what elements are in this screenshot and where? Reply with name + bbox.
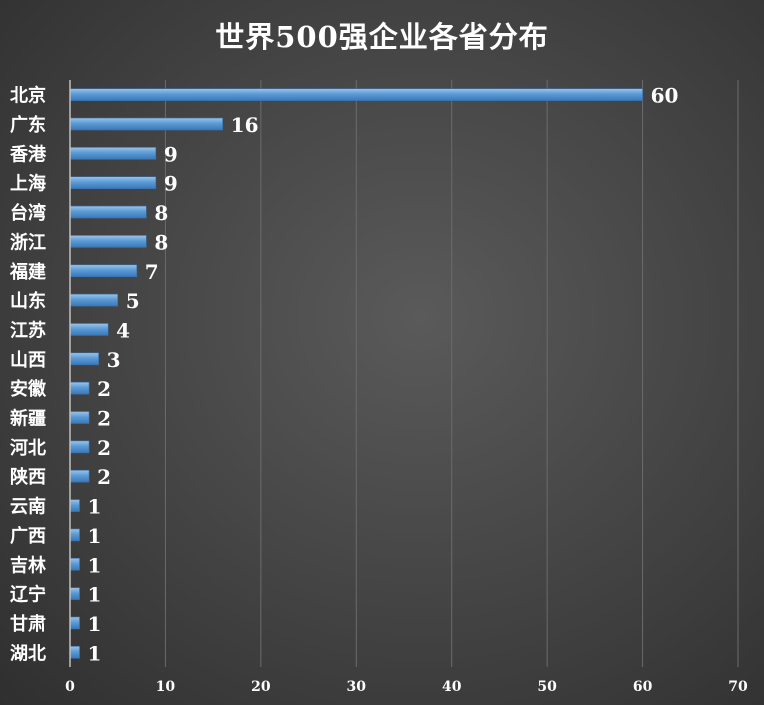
value-label: 1 bbox=[88, 553, 102, 577]
value-label: 1 bbox=[88, 612, 102, 636]
bar-台湾 bbox=[69, 205, 147, 219]
category-label: 香港 bbox=[9, 144, 47, 165]
value-label: 1 bbox=[88, 495, 102, 519]
gridlines bbox=[164, 80, 739, 667]
category-label: 甘肃 bbox=[10, 613, 46, 635]
value-label: 5 bbox=[126, 289, 140, 313]
value-label: 60 bbox=[651, 84, 679, 108]
value-label: 4 bbox=[116, 318, 130, 342]
value-label: 2 bbox=[97, 465, 111, 489]
bar-湖北 bbox=[69, 646, 80, 659]
bar-广东 bbox=[69, 117, 223, 131]
value-label: 8 bbox=[154, 201, 168, 225]
category-label: 台湾 bbox=[10, 202, 46, 224]
bar-山西 bbox=[69, 352, 99, 366]
category-label: 广西 bbox=[10, 525, 46, 547]
category-label: 陕西 bbox=[10, 466, 46, 488]
category-label: 山东 bbox=[10, 290, 46, 312]
bar-浙江 bbox=[69, 235, 147, 248]
category-label: 广东 bbox=[10, 114, 46, 136]
bar-新疆 bbox=[69, 411, 90, 424]
value-label: 2 bbox=[97, 436, 111, 460]
bar-吉林 bbox=[69, 557, 80, 571]
x-tick-label: 40 bbox=[442, 679, 462, 695]
value-label: 9 bbox=[164, 172, 178, 196]
x-tick-label: 0 bbox=[65, 679, 75, 695]
category-label: 浙江 bbox=[10, 231, 46, 253]
category-label: 辽宁 bbox=[10, 584, 46, 606]
category-label: 山西 bbox=[10, 350, 46, 371]
bar-山东 bbox=[69, 293, 119, 307]
bar-上海 bbox=[69, 176, 157, 190]
bar-香港 bbox=[69, 147, 157, 160]
bar-安徽 bbox=[69, 381, 90, 395]
bar-福建 bbox=[69, 264, 138, 278]
chart-title: 世界500强企业各省分布 bbox=[215, 20, 549, 54]
category-label: 北京 bbox=[10, 85, 46, 107]
value-label: 2 bbox=[97, 407, 111, 431]
x-tick-label: 20 bbox=[251, 679, 271, 695]
category-label: 河北 bbox=[10, 438, 46, 459]
labels: 0 10 20 30 40 50 60 70 北京 60 广东 16 香港 9 上海 9 台湾 8 浙江 8 福建 7 山东… bbox=[9, 84, 748, 695]
value-label: 7 bbox=[145, 260, 159, 284]
x-tick-label: 70 bbox=[728, 679, 748, 695]
value-label: 3 bbox=[107, 348, 121, 372]
category-label: 吉林 bbox=[10, 554, 46, 576]
bars bbox=[69, 88, 643, 659]
x-tick-label: 10 bbox=[156, 679, 176, 695]
category-label: 江苏 bbox=[10, 319, 46, 341]
bar-陕西 bbox=[69, 469, 90, 483]
category-label: 云南 bbox=[10, 496, 46, 518]
x-tick-label: 50 bbox=[537, 679, 557, 695]
value-label: 8 bbox=[154, 230, 168, 254]
value-label: 9 bbox=[164, 142, 178, 166]
bar-广西 bbox=[69, 528, 80, 542]
x-tick-label: 30 bbox=[347, 679, 367, 695]
bar-甘肃 bbox=[69, 616, 80, 630]
value-label: 16 bbox=[231, 113, 259, 137]
bar-河北 bbox=[69, 440, 90, 454]
bar-辽宁 bbox=[69, 587, 80, 600]
value-label: 1 bbox=[88, 524, 102, 548]
category-label: 新疆 bbox=[10, 408, 46, 430]
category-label: 上海 bbox=[10, 173, 46, 195]
bar-北京 bbox=[69, 88, 643, 101]
value-label: 1 bbox=[88, 583, 102, 607]
category-label: 福建 bbox=[9, 261, 46, 283]
value-label: 1 bbox=[88, 641, 102, 665]
bar-云南 bbox=[69, 499, 80, 512]
category-label: 湖北 bbox=[10, 643, 46, 664]
x-tick-label: 60 bbox=[633, 679, 653, 695]
value-label: 2 bbox=[97, 377, 111, 401]
category-label: 安徽 bbox=[10, 378, 47, 400]
bar-江苏 bbox=[69, 323, 109, 336]
